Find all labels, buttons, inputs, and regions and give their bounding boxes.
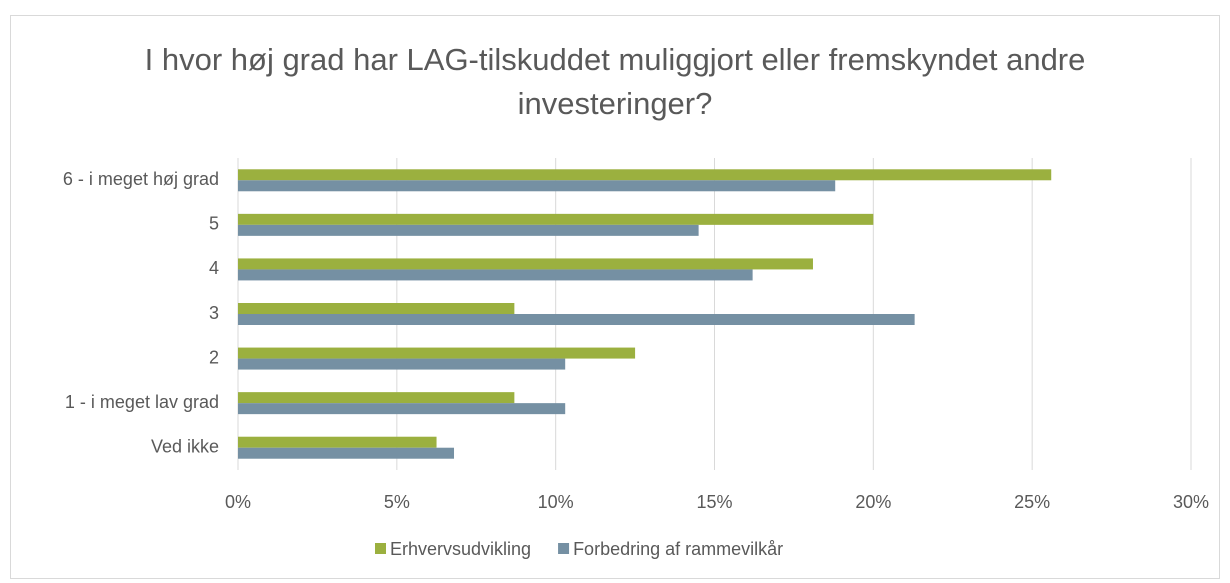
y-tick-label: 4 xyxy=(209,258,219,278)
x-tick-label: 10% xyxy=(538,492,574,512)
bar xyxy=(238,392,515,404)
x-tick-label: 20% xyxy=(855,492,891,512)
y-tick-label: 1 - i meget lav grad xyxy=(65,392,219,412)
y-tick-label: Ved ikke xyxy=(151,436,219,456)
x-tick-label: 5% xyxy=(384,492,410,512)
bar xyxy=(238,447,455,459)
bar xyxy=(238,258,813,270)
legend-swatch xyxy=(375,543,386,554)
y-tick-label: 5 xyxy=(209,214,219,234)
bar xyxy=(238,180,836,192)
bar xyxy=(238,269,753,281)
bar xyxy=(238,314,915,325)
bar xyxy=(238,358,566,370)
x-tick-label: 0% xyxy=(225,492,251,512)
x-tick-label: 25% xyxy=(1014,492,1050,512)
y-tick-label: 2 xyxy=(209,347,219,367)
bar xyxy=(238,213,874,225)
legend-label: Erhvervsudvikling xyxy=(390,539,531,559)
bar xyxy=(238,303,515,314)
bar xyxy=(238,436,437,448)
bar xyxy=(238,169,1052,181)
bar xyxy=(238,224,699,236)
x-tick-label: 15% xyxy=(696,492,732,512)
chart-frame xyxy=(10,15,1220,579)
x-tick-label: 30% xyxy=(1173,492,1209,512)
bar xyxy=(238,403,566,415)
chart-title: I hvor høj grad har LAG-tilskuddet mulig… xyxy=(144,42,1086,121)
bar xyxy=(238,347,636,359)
y-tick-label: 3 xyxy=(209,303,219,323)
y-tick-label: 6 - i meget høj grad xyxy=(63,169,219,189)
legend-label: Forbedring af rammevilkår xyxy=(573,539,783,559)
legend-swatch xyxy=(558,543,570,554)
